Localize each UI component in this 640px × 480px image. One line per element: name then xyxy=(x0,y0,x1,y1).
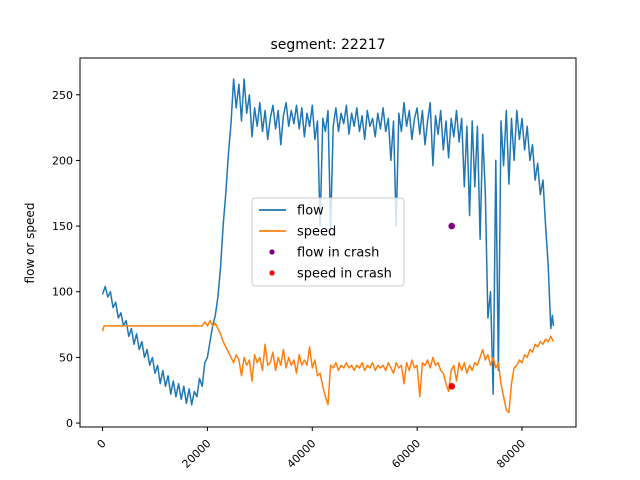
y-tick-label: 0 xyxy=(66,417,73,430)
flow-line xyxy=(101,78,555,406)
y-tick-label: 100 xyxy=(52,286,73,299)
y-tick-label: 250 xyxy=(52,89,73,102)
chart-title: segment: 22217 xyxy=(270,37,385,53)
speed-line xyxy=(101,319,555,414)
legend-label-speed: speed xyxy=(297,225,336,240)
y-axis-label: flow or speed xyxy=(23,203,37,284)
y-tick-label: 50 xyxy=(59,351,73,364)
y-axis: 0 50 100 150 200 250 xyxy=(52,89,80,430)
legend-marker-speed-in-crash xyxy=(269,270,275,276)
marker-layer xyxy=(448,222,456,390)
legend-marker-flow-in-crash xyxy=(269,249,275,255)
plot-frame xyxy=(79,57,577,428)
flow-in-crash-point xyxy=(448,222,456,230)
legend: flow speed flow in crash speed in crash xyxy=(251,197,405,287)
y-tick-label: 150 xyxy=(52,220,73,233)
legend-label-flow-in-crash: flow in crash xyxy=(297,246,379,261)
legend-box xyxy=(251,197,405,287)
legend-label-speed-in-crash: speed in crash xyxy=(297,267,392,282)
speed-in-crash-point xyxy=(448,382,456,390)
series-layer xyxy=(101,78,555,414)
y-tick-label: 200 xyxy=(52,154,73,167)
legend-label-flow: flow xyxy=(297,204,324,219)
